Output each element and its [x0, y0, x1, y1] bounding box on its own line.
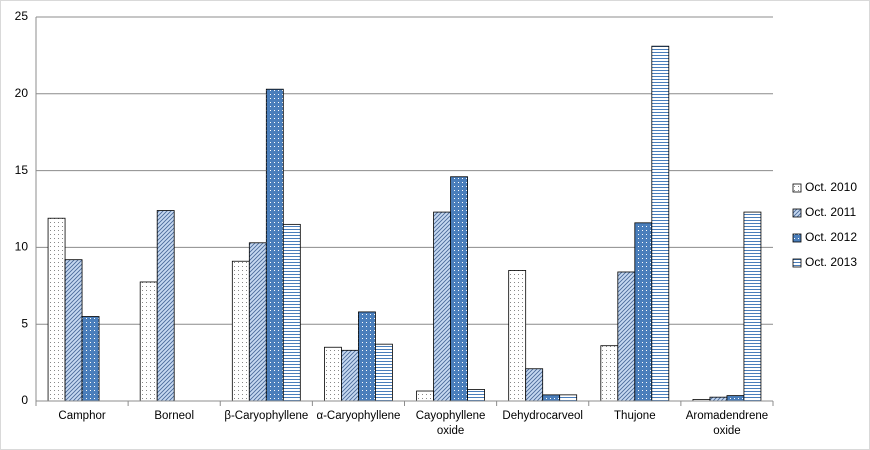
- bar: [508, 270, 527, 402]
- legend-swatch: [792, 208, 802, 218]
- y-tick-label: 0: [21, 393, 28, 407]
- x-tick-label: Cayophyllene oxide: [415, 410, 486, 437]
- bar: [416, 390, 434, 402]
- y-tick-label: 20: [15, 86, 29, 100]
- bar: [709, 396, 728, 402]
- x-tick-label: Dehydrocarveol: [502, 410, 583, 422]
- bar: [358, 311, 376, 402]
- x-tick-label: β-Caryophyllene: [224, 410, 309, 422]
- bar: [634, 222, 653, 402]
- bar: [525, 368, 544, 402]
- legend-label: Oct. 2012: [805, 230, 857, 244]
- bar: [651, 45, 670, 402]
- bar: [64, 259, 83, 402]
- x-tick-label: Camphor: [58, 410, 106, 422]
- bar: [542, 394, 561, 402]
- bar: [450, 176, 468, 402]
- y-tick-label: 25: [15, 9, 29, 23]
- legend-swatch: [792, 258, 802, 268]
- bar: [47, 217, 66, 402]
- bar: [81, 316, 100, 402]
- y-tick-label: 15: [15, 163, 29, 177]
- bar: [265, 88, 284, 402]
- bar: [341, 349, 359, 402]
- bar: [156, 210, 175, 402]
- bar: [600, 345, 619, 402]
- legend-label: Oct. 2013: [805, 255, 857, 269]
- bar: [743, 211, 762, 402]
- bar: [248, 242, 267, 402]
- y-tick-label: 5: [21, 316, 28, 330]
- legend-swatch: [792, 183, 802, 193]
- bar: [559, 394, 578, 402]
- bar: [139, 281, 158, 402]
- x-tick-label: Thujone: [614, 410, 656, 422]
- bar: [617, 271, 636, 402]
- bar: [433, 211, 451, 402]
- y-tick-label: 10: [15, 240, 29, 254]
- legend-label: Oct. 2011: [805, 205, 856, 219]
- legend-label: Oct. 2010: [805, 180, 857, 194]
- bar: [231, 260, 250, 402]
- legend-swatch: [792, 233, 802, 243]
- bar: [467, 389, 485, 402]
- bar: [375, 343, 393, 402]
- bar: [324, 346, 342, 402]
- x-tick-label: α-Caryophyllene: [316, 410, 401, 422]
- x-tick-label: Borneol: [154, 410, 194, 422]
- bar: [726, 395, 745, 402]
- x-tick-label: Aromadendrene oxide: [685, 410, 769, 437]
- bar: [282, 223, 301, 402]
